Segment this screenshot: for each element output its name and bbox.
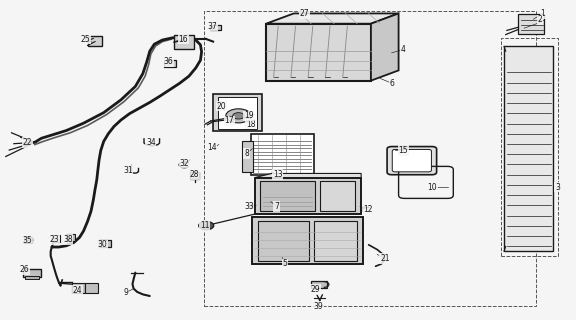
Text: 5: 5 [283,260,287,268]
Text: 31: 31 [123,166,132,175]
Bar [218,97,257,129]
Bar [242,141,253,172]
Text: 4: 4 [401,45,406,54]
Text: 16: 16 [179,35,188,44]
Bar [252,217,363,264]
Bar [52,235,60,242]
Bar [210,25,221,30]
Text: 11: 11 [200,221,209,230]
Bar [204,11,536,306]
Text: 15: 15 [399,146,408,155]
Text: 28: 28 [190,170,199,179]
Bar [501,38,558,256]
Circle shape [226,109,251,123]
FancyBboxPatch shape [387,147,437,175]
Text: 30: 30 [98,240,107,249]
Text: 29: 29 [311,285,320,294]
Bar [85,283,98,293]
Bar [25,276,39,279]
Text: 19: 19 [244,111,253,120]
Bar [24,237,32,243]
Bar [66,234,75,241]
Circle shape [203,224,209,227]
Bar [88,36,102,46]
Text: 7: 7 [274,202,279,211]
Bar [258,221,309,261]
Text: 18: 18 [246,120,255,129]
Text: 20: 20 [217,102,226,111]
Text: 39: 39 [313,302,323,311]
Text: 6: 6 [389,79,394,88]
Text: 25: 25 [81,35,90,44]
Text: 17: 17 [225,116,234,125]
Circle shape [199,221,214,230]
Bar [23,269,41,277]
Text: 8: 8 [244,149,249,158]
Text: 37: 37 [207,22,217,31]
Text: 26: 26 [20,265,29,274]
Bar [255,178,361,214]
Text: 34: 34 [146,138,156,147]
Bar [190,172,199,179]
Polygon shape [255,173,361,178]
Circle shape [233,113,244,119]
Bar [99,240,111,247]
Text: 12: 12 [363,205,372,214]
Text: 24: 24 [73,286,82,295]
Text: 27: 27 [300,9,309,18]
FancyBboxPatch shape [392,149,431,172]
Text: 9: 9 [123,288,128,297]
Polygon shape [371,13,399,81]
Text: 23: 23 [50,235,59,244]
Bar [174,35,194,49]
Bar [314,221,357,261]
Bar [320,181,355,211]
Bar [164,60,176,67]
Polygon shape [266,13,399,24]
Bar [266,24,371,81]
Text: 2: 2 [538,15,543,24]
Text: 14: 14 [207,143,217,152]
Text: 1: 1 [540,9,545,18]
Text: 32: 32 [180,159,189,168]
Bar [251,134,314,175]
Bar [213,94,262,131]
Text: 35: 35 [23,236,32,245]
Bar [518,14,544,34]
Bar [311,281,327,288]
Text: 22: 22 [23,138,32,147]
Text: 13: 13 [273,170,282,179]
Text: 38: 38 [63,235,73,244]
Text: 33: 33 [244,202,253,211]
Text: 3: 3 [555,183,560,192]
Bar [260,181,315,211]
Bar [72,283,85,293]
Text: 10: 10 [427,183,437,192]
Text: 36: 36 [164,57,173,66]
Text: 21: 21 [380,254,389,263]
Bar [504,46,553,251]
